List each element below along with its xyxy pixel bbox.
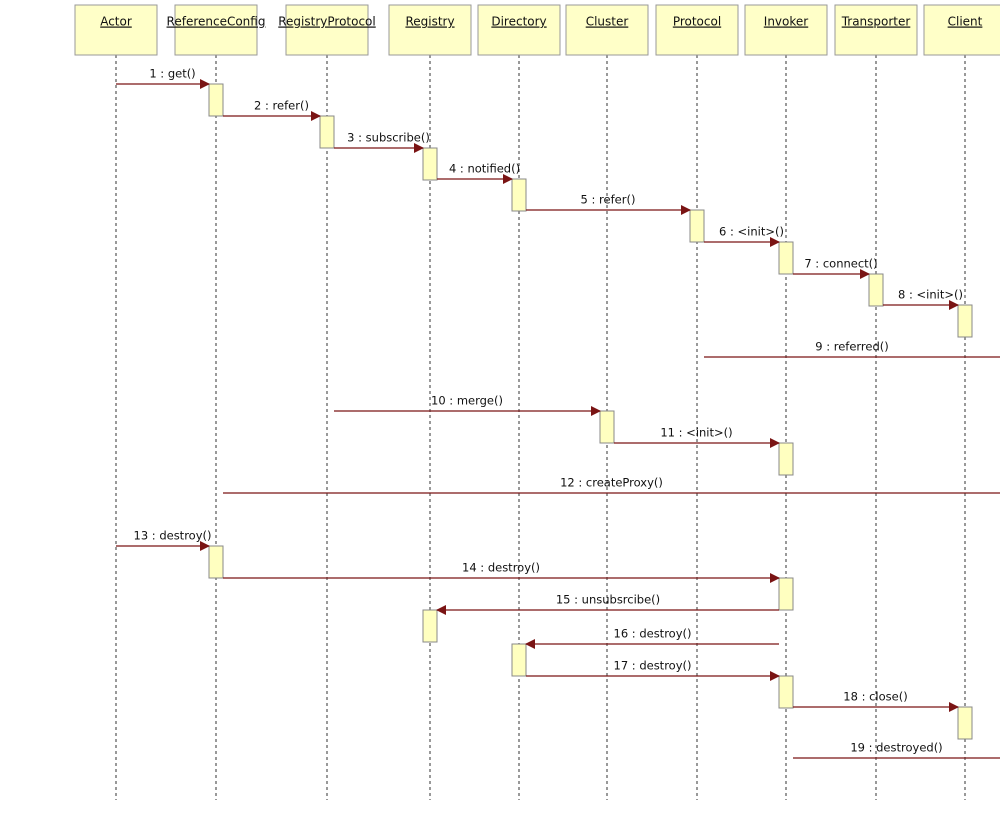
participant-box: [744, 4, 828, 56]
activation: [868, 273, 884, 307]
participant-name: Actor: [100, 15, 132, 29]
message-label: 16 : destroy(): [614, 627, 692, 641]
participant-name: Directory: [491, 15, 546, 29]
message-label: 12 : createProxy(): [560, 476, 663, 490]
participant-box: [477, 4, 561, 56]
participant-box: [285, 4, 369, 56]
activation: [778, 241, 794, 275]
participant-name: ReferenceConfig: [167, 15, 266, 29]
participant-name: Invoker: [764, 15, 808, 29]
participant-box: [655, 4, 739, 56]
message-label: 11 : <init>(): [660, 426, 732, 440]
activation: [957, 706, 973, 740]
message-label: 7 : connect(): [804, 257, 877, 271]
participant-name: Client: [948, 15, 983, 29]
participant-box: [834, 4, 918, 56]
activation: [422, 609, 438, 643]
participant-box: [174, 4, 258, 56]
message-label: 15 : unsubsrcibe(): [556, 593, 660, 607]
message-label: 17 : destroy(): [614, 659, 692, 673]
participant-name: Protocol: [673, 15, 721, 29]
activation: [599, 410, 615, 444]
participant-box: [565, 4, 649, 56]
participant-name: RegistryProtocol: [278, 15, 375, 29]
message-label: 3 : subscribe(): [347, 131, 430, 145]
participant-box: [923, 4, 1000, 56]
message-label: 13 : destroy(): [134, 529, 212, 543]
participant-box: [388, 4, 472, 56]
message-label: 9 : referred(): [815, 340, 889, 354]
activation: [208, 83, 224, 117]
message-label: 2 : refer(): [254, 99, 309, 113]
message-label: 19 : destroyed(): [850, 741, 942, 755]
activation: [422, 147, 438, 181]
message-label: 8 : <init>(): [898, 288, 963, 302]
activation: [208, 545, 224, 579]
activation: [957, 304, 973, 338]
activation: [689, 209, 705, 243]
message-label: 6 : <init>(): [719, 225, 784, 239]
activation: [778, 442, 794, 476]
message-label: 10 : merge(): [431, 394, 503, 408]
message-label: 14 : destroy(): [462, 561, 540, 575]
message-label: 5 : refer(): [581, 193, 636, 207]
activation: [778, 577, 794, 611]
activation: [511, 178, 527, 212]
participant-name: Registry: [405, 15, 454, 29]
participant-name: Transporter: [841, 15, 911, 29]
message-label: 18 : close(): [843, 690, 907, 704]
activation: [511, 643, 527, 677]
participant-box: [74, 4, 158, 56]
message-label: 1 : get(): [149, 67, 195, 81]
activation: [319, 115, 335, 149]
participant-name: Cluster: [586, 15, 629, 29]
activation: [778, 675, 794, 709]
message-label: 4 : notified(): [449, 162, 520, 176]
